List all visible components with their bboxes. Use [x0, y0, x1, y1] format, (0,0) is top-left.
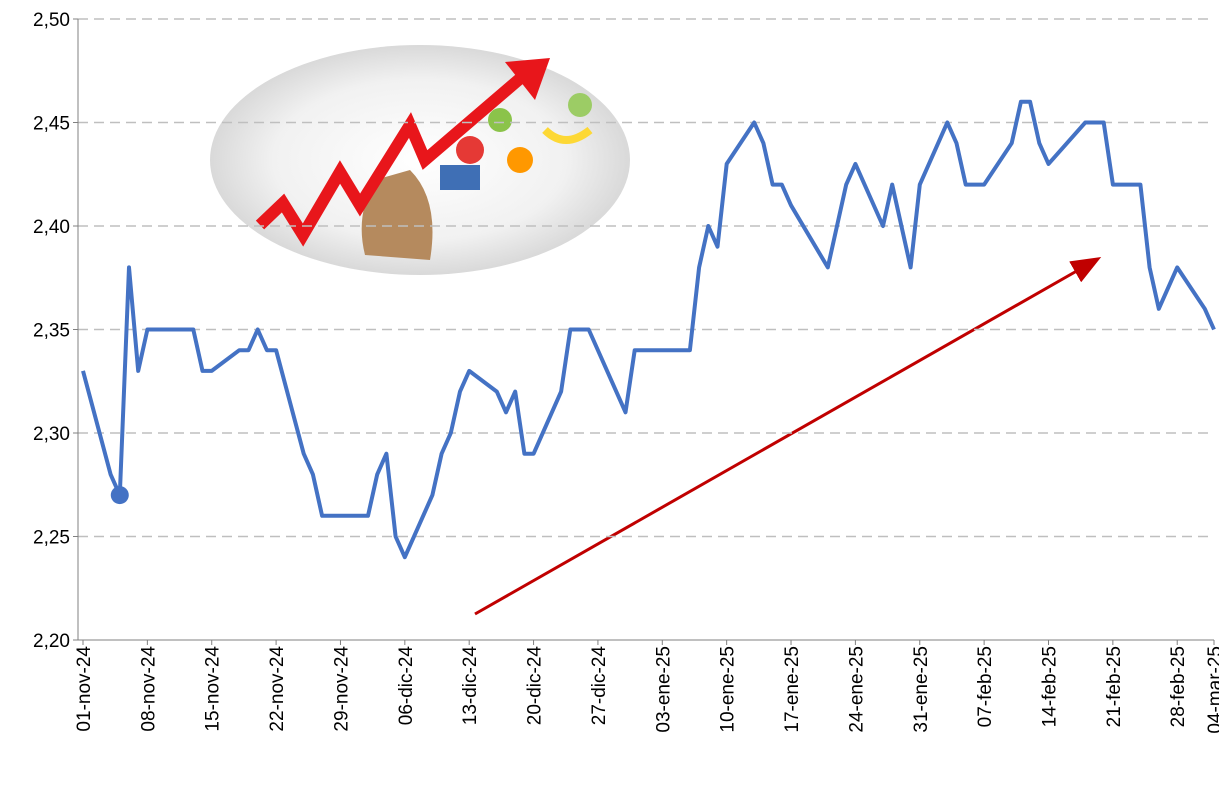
x-tick-label: 04-mar-25 — [1205, 646, 1219, 734]
x-tick-label: 15-nov-24 — [203, 646, 224, 732]
x-tick-label: 07-feb-25 — [975, 646, 996, 727]
trend-arrow — [474, 257, 1102, 616]
y-tick-label: 2,25 — [33, 528, 70, 549]
x-tick-label: 08-nov-24 — [138, 646, 159, 732]
y-tick-label: 2,20 — [33, 631, 70, 652]
plot-area: 2,20 2,25 2,30 2,35 2,40 2,45 2,50 01-nov-24 08-… — [33, 10, 1219, 734]
x-tick-label: 10-ene-25 — [718, 646, 739, 733]
x-tick-label: 20-dic-24 — [525, 646, 546, 726]
y-tick-label: 2,30 — [33, 424, 70, 445]
x-tick-label: 03-ene-25 — [653, 646, 674, 733]
x-tick-label: 01-nov-24 — [74, 646, 95, 732]
x-tick-label: 27-dic-24 — [589, 646, 610, 726]
data-line — [81, 99, 1216, 560]
highlight-point — [110, 486, 129, 505]
x-tick-label: 31-ene-25 — [911, 646, 932, 733]
x-tick-label: 06-dic-24 — [396, 646, 417, 726]
x-tick-label: 14-feb-25 — [1039, 646, 1060, 727]
x-tick-label: 22-nov-24 — [267, 646, 288, 732]
y-tick-label: 2,50 — [33, 10, 70, 31]
x-tick-label: 13-dic-24 — [460, 646, 481, 726]
x-tick-label: 28-feb-25 — [1168, 646, 1189, 727]
illustration — [210, 45, 630, 275]
y-tick-label: 2,40 — [33, 217, 70, 238]
y-tick-label: 2,35 — [33, 321, 70, 342]
x-tick-label: 24-ene-25 — [846, 646, 867, 733]
x-tick-label: 17-ene-25 — [782, 646, 803, 733]
x-tick-label: 29-nov-24 — [331, 646, 352, 732]
y-tick-label: 2,45 — [33, 114, 70, 135]
x-tick-label: 21-feb-25 — [1104, 646, 1125, 727]
